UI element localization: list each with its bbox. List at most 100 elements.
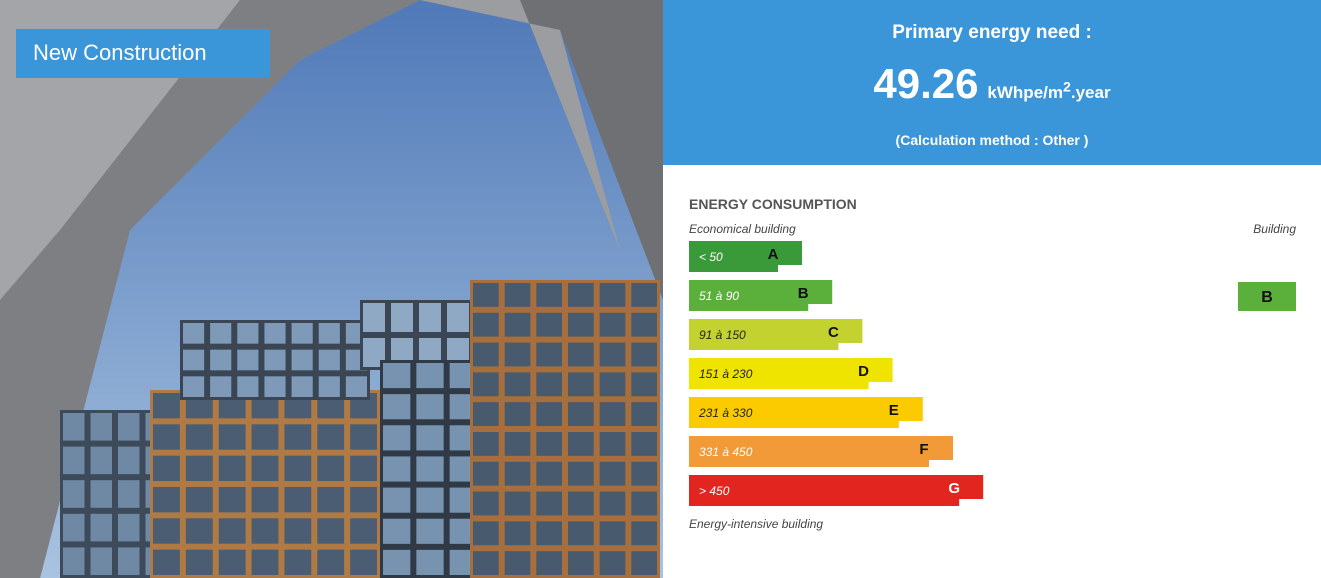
window bbox=[473, 521, 499, 545]
class-letter: F bbox=[919, 441, 928, 458]
class-letter: E bbox=[889, 402, 899, 419]
window bbox=[264, 350, 285, 371]
window bbox=[91, 514, 113, 542]
window bbox=[319, 350, 340, 371]
window bbox=[210, 350, 231, 371]
window bbox=[473, 313, 499, 337]
window bbox=[186, 518, 213, 543]
window bbox=[505, 492, 531, 516]
window bbox=[631, 492, 657, 516]
window bbox=[219, 518, 246, 543]
window bbox=[505, 283, 531, 307]
window bbox=[568, 283, 594, 307]
header-value: 49.26 kWhpe/m2.year bbox=[663, 60, 1321, 108]
building-photo bbox=[0, 0, 663, 578]
window bbox=[536, 462, 562, 486]
window bbox=[600, 343, 626, 367]
window bbox=[383, 456, 410, 481]
badge: New Construction bbox=[16, 29, 270, 78]
window bbox=[91, 447, 113, 475]
window bbox=[264, 323, 285, 344]
window bbox=[183, 350, 204, 371]
window bbox=[252, 487, 279, 512]
window bbox=[63, 514, 85, 542]
window bbox=[536, 283, 562, 307]
window bbox=[631, 343, 657, 367]
window bbox=[505, 521, 531, 545]
class-letter: C bbox=[828, 324, 839, 341]
window bbox=[350, 456, 377, 481]
window bbox=[317, 456, 344, 481]
window bbox=[319, 376, 340, 397]
window bbox=[473, 372, 499, 396]
window bbox=[600, 521, 626, 545]
class-range: 51 à 90 bbox=[699, 289, 739, 303]
window bbox=[350, 424, 377, 449]
window bbox=[317, 518, 344, 543]
window bbox=[91, 547, 113, 575]
window bbox=[473, 462, 499, 486]
window bbox=[416, 363, 443, 388]
window bbox=[319, 323, 340, 344]
method: (Calculation method : Other ) bbox=[663, 132, 1321, 148]
window bbox=[631, 402, 657, 426]
window bbox=[631, 521, 657, 545]
window bbox=[237, 323, 258, 344]
window bbox=[536, 521, 562, 545]
building-letter: B bbox=[1261, 289, 1273, 306]
window bbox=[153, 456, 180, 481]
window bbox=[317, 424, 344, 449]
window bbox=[350, 487, 377, 512]
window bbox=[153, 393, 180, 418]
class-letter: G bbox=[948, 480, 960, 497]
window bbox=[183, 323, 204, 344]
window bbox=[118, 547, 140, 575]
window bbox=[118, 514, 140, 542]
window bbox=[186, 456, 213, 481]
value: 49.26 bbox=[873, 60, 978, 107]
page: New Construction Primary energy need : 4… bbox=[0, 0, 1321, 578]
window bbox=[631, 283, 657, 307]
class-range: > 450 bbox=[699, 484, 730, 498]
window bbox=[416, 550, 443, 575]
window bbox=[536, 551, 562, 575]
class-letter: B bbox=[798, 285, 809, 302]
window bbox=[600, 492, 626, 516]
class-range: 151 à 230 bbox=[699, 367, 753, 381]
class-range: < 50 bbox=[699, 250, 723, 264]
window bbox=[631, 551, 657, 575]
window bbox=[317, 550, 344, 575]
unit-sup: 2 bbox=[1063, 79, 1071, 95]
window bbox=[568, 462, 594, 486]
window bbox=[118, 447, 140, 475]
window bbox=[536, 402, 562, 426]
unit-base: kWhpe/m bbox=[987, 83, 1063, 102]
window bbox=[183, 376, 204, 397]
window bbox=[600, 283, 626, 307]
window bbox=[284, 550, 311, 575]
window bbox=[383, 488, 410, 513]
window bbox=[473, 343, 499, 367]
unit-suffix: .year bbox=[1071, 83, 1111, 102]
window bbox=[252, 550, 279, 575]
window bbox=[264, 376, 285, 397]
window bbox=[118, 413, 140, 441]
window bbox=[600, 432, 626, 456]
window bbox=[63, 413, 85, 441]
window bbox=[600, 372, 626, 396]
window bbox=[568, 402, 594, 426]
window bbox=[252, 456, 279, 481]
window bbox=[383, 519, 410, 544]
window bbox=[505, 432, 531, 456]
window bbox=[186, 550, 213, 575]
window bbox=[505, 372, 531, 396]
window bbox=[237, 376, 258, 397]
window bbox=[383, 550, 410, 575]
class-letter: A bbox=[768, 246, 779, 263]
window bbox=[63, 447, 85, 475]
class-range: 331 à 450 bbox=[699, 445, 753, 459]
window bbox=[505, 343, 531, 367]
energy-consumption: ENERGY CONSUMPTION Economical building B… bbox=[663, 165, 1321, 578]
window bbox=[153, 424, 180, 449]
